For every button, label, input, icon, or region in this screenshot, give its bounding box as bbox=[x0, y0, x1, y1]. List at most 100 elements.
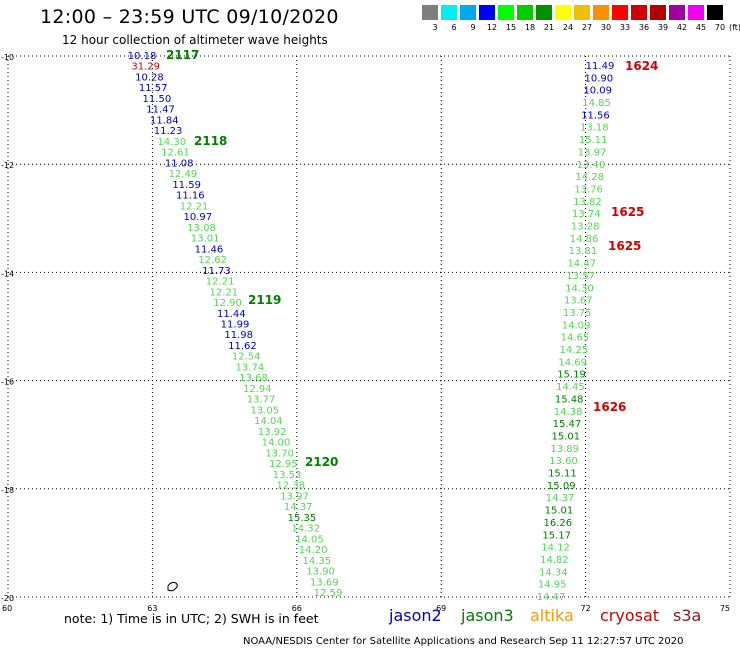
legend-swatch bbox=[517, 5, 533, 20]
east-track-value: 14.45 bbox=[556, 382, 585, 393]
east-track-value: 15.17 bbox=[542, 530, 571, 541]
pass-time-label: 1624 bbox=[625, 59, 658, 73]
east-track-value: 14.30 bbox=[565, 283, 594, 294]
east-track-value: 11.49 bbox=[586, 61, 615, 72]
units-note: note: 1) Time is in UTC; 2) SWH is in fe… bbox=[64, 611, 319, 626]
pass-time-label: 1625 bbox=[611, 205, 644, 219]
legend-label: 30 bbox=[600, 23, 612, 32]
east-track-value: 14.12 bbox=[541, 543, 570, 554]
legend-label: 42 bbox=[676, 23, 688, 32]
west-track-value: 11.23 bbox=[154, 126, 183, 137]
west-track-value: 12.59 bbox=[314, 588, 343, 599]
west-track-value: 13.05 bbox=[250, 405, 279, 416]
west-track-value: 13.97 bbox=[280, 491, 309, 502]
east-track-value: 15.11 bbox=[548, 469, 577, 480]
legend-label: 6 bbox=[451, 23, 457, 32]
east-track-value: 14.25 bbox=[559, 345, 588, 356]
legend-label: 70 bbox=[714, 23, 726, 32]
legend-unit: (ft) bbox=[728, 23, 740, 32]
lat-tick-label: -20 bbox=[1, 594, 14, 603]
lat-tick-label: -10 bbox=[1, 53, 14, 62]
legend-label: 27 bbox=[581, 23, 593, 32]
legend-jason3: jason3 bbox=[461, 606, 514, 625]
east-track-value: 10.09 bbox=[583, 86, 612, 97]
west-track-value: 11.57 bbox=[139, 83, 168, 94]
legend-cryosat: cryosat bbox=[600, 606, 660, 625]
east-track-value: 13.74 bbox=[572, 209, 601, 220]
east-track-value: 13.18 bbox=[580, 123, 609, 134]
page-subtitle: 12 hour collection of altimeter wave hei… bbox=[62, 33, 328, 47]
pass-time-label: 1625 bbox=[608, 239, 641, 253]
west-track-value: 12.21 bbox=[210, 287, 239, 298]
west-track-value: 13.90 bbox=[306, 567, 335, 578]
west-track-value: 12.21 bbox=[206, 277, 235, 288]
east-track-value: 15.11 bbox=[579, 135, 608, 146]
east-track-value: 14.95 bbox=[538, 580, 567, 591]
legend-altika: altika bbox=[530, 606, 574, 625]
legend-swatch bbox=[498, 5, 514, 20]
east-track-value: 13.40 bbox=[577, 160, 606, 171]
legend-label: 3 bbox=[432, 23, 438, 32]
west-track-value: 11.84 bbox=[150, 115, 179, 126]
legend-label: 21 bbox=[543, 23, 555, 32]
west-track-value: 11.16 bbox=[176, 191, 205, 202]
pass-time-label: 1626 bbox=[593, 400, 626, 414]
west-track-value: 13.70 bbox=[265, 448, 294, 459]
east-track-value: 15.01 bbox=[551, 431, 580, 442]
legend-swatch bbox=[460, 5, 476, 20]
lon-tick-label: 60 bbox=[2, 604, 12, 613]
legend-swatch bbox=[707, 5, 723, 20]
east-track-value: 11.56 bbox=[581, 110, 610, 121]
east-track-value: 13.75 bbox=[563, 308, 592, 319]
west-track-value: 13.68 bbox=[239, 373, 268, 384]
west-track-value: 11.73 bbox=[202, 266, 231, 277]
east-track-value: 13.28 bbox=[571, 222, 600, 233]
west-track-value: 13.92 bbox=[258, 427, 287, 438]
pass-time-label: 2118 bbox=[194, 134, 227, 148]
legend-swatch bbox=[536, 5, 552, 20]
east-track-value: 13.82 bbox=[573, 197, 602, 208]
west-track-value: 11.08 bbox=[165, 158, 194, 169]
altimeter-tracks: 10.1831.2910.2811.5711.5011.4711.8411.23… bbox=[128, 51, 615, 603]
west-track-value: 12.62 bbox=[198, 255, 227, 266]
west-track-value: 31.29 bbox=[131, 62, 160, 73]
track-time-labels: 2117 2118 2119 2120 1624 1625 1625 1626 bbox=[166, 48, 658, 469]
east-track-value: 14.47 bbox=[537, 592, 566, 603]
legend-swatch bbox=[574, 5, 590, 20]
west-track-value: 15.35 bbox=[288, 513, 317, 524]
legend-swatch bbox=[650, 5, 666, 20]
legend-label: 45 bbox=[695, 23, 707, 32]
west-track-value: 11.46 bbox=[195, 244, 224, 255]
east-track-value: 14.85 bbox=[582, 98, 611, 109]
lon-tick-label: 63 bbox=[147, 604, 157, 613]
west-track-value: 14.30 bbox=[157, 137, 186, 148]
west-track-value: 13.69 bbox=[310, 577, 339, 588]
page-title: 12:00 – 23:59 UTC 09/10/2020 bbox=[40, 6, 339, 28]
west-track-value: 12.94 bbox=[243, 384, 272, 395]
footer-credit: NOAA/NESDIS Center for Satellite Applica… bbox=[243, 636, 684, 647]
east-track-value: 15.09 bbox=[547, 481, 576, 492]
east-track-value: 13.76 bbox=[574, 184, 603, 195]
east-track-value: 14.69 bbox=[558, 357, 587, 368]
legend-swatch bbox=[441, 5, 457, 20]
legend-swatch bbox=[479, 5, 495, 20]
east-track-value: 14.37 bbox=[546, 493, 575, 504]
east-track-value: 16.26 bbox=[544, 518, 573, 529]
west-track-value: 11.59 bbox=[172, 180, 201, 191]
east-track-value: 14.09 bbox=[562, 320, 591, 331]
west-track-value: 12.95 bbox=[269, 459, 298, 470]
east-track-value: 14.47 bbox=[567, 259, 596, 270]
pass-time-label: 2120 bbox=[305, 455, 338, 469]
lon-tick-label: 69 bbox=[436, 604, 446, 613]
legend-swatch bbox=[593, 5, 609, 20]
west-track-value: 11.50 bbox=[143, 94, 172, 105]
east-track-value: 13.67 bbox=[564, 296, 593, 307]
west-track-value: 12.21 bbox=[180, 201, 209, 212]
legend-label: 39 bbox=[657, 23, 669, 32]
west-track-value: 11.62 bbox=[228, 341, 257, 352]
east-track-value: 15.47 bbox=[553, 419, 582, 430]
legend-label: 15 bbox=[505, 23, 517, 32]
east-track-value: 10.90 bbox=[585, 73, 614, 84]
legend-label: 18 bbox=[524, 23, 536, 32]
